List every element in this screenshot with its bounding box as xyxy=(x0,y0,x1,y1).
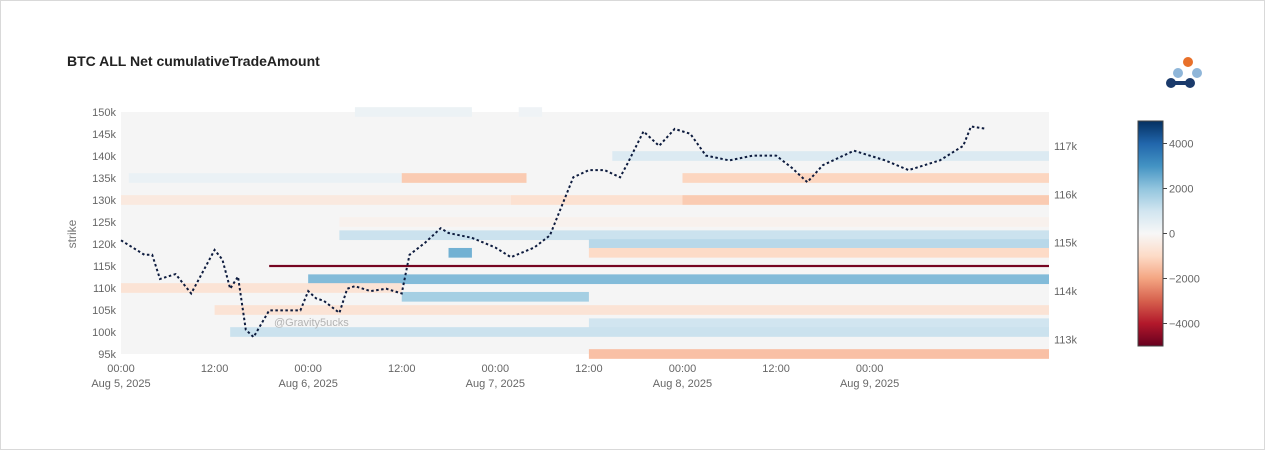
y-tick-label: 105k xyxy=(92,305,116,317)
x-tick-label: 00:00 xyxy=(107,363,135,375)
y2-tick-label: 117k xyxy=(1054,141,1078,153)
x-tick-label: 12:00 xyxy=(575,363,603,375)
heatmap-cell xyxy=(588,247,1049,258)
heatmap-cell xyxy=(588,349,1049,359)
heatmap-cell xyxy=(214,305,1049,315)
x-tick-date: Aug 7, 2025 xyxy=(466,378,525,390)
y-tick-label: 100k xyxy=(92,327,116,339)
x-tick-label: 00:00 xyxy=(482,363,510,375)
heatmap-cell xyxy=(128,173,402,183)
x-tick-date: Aug 6, 2025 xyxy=(278,378,337,390)
x-tick-label: 12:00 xyxy=(201,363,229,375)
y-tick-label: 135k xyxy=(92,173,116,185)
heatmap-cell xyxy=(121,195,511,205)
colorbar: 4000 2000 0 −2000 −4000 xyxy=(1137,120,1200,347)
heatmap-cell xyxy=(401,173,527,183)
watermark: @Gravity5ucks xyxy=(274,317,349,329)
heatmap-cell xyxy=(354,107,472,117)
heatmap-cell xyxy=(682,173,1049,183)
x-tick-date: Aug 5, 2025 xyxy=(91,378,150,390)
x-tick-date: Aug 8, 2025 xyxy=(653,378,712,390)
y2-tick-label: 113k xyxy=(1054,334,1078,346)
y-tick-label: 120k xyxy=(92,239,116,251)
y2-tick-label: 116k xyxy=(1054,189,1078,201)
y-tick-label: 140k xyxy=(92,151,116,163)
x-tick-label: 12:00 xyxy=(762,363,790,375)
x-tick-date: Aug 9, 2025 xyxy=(840,378,899,390)
y-tick-label: 110k xyxy=(93,283,117,295)
heatmap-cell xyxy=(588,239,1049,249)
colorbar-tick-label: −2000 xyxy=(1169,274,1200,286)
colorbar-tick-label: 2000 xyxy=(1169,184,1193,196)
y-tick-label: 150k xyxy=(92,107,116,119)
x-tick-label: 00:00 xyxy=(856,363,884,375)
y-tick-label: 145k xyxy=(92,129,116,141)
heatmap-cell xyxy=(448,247,472,258)
heatmap-cell xyxy=(588,318,1049,329)
x-tick-label: 00:00 xyxy=(294,363,322,375)
y-tick-label: 115k xyxy=(93,261,117,273)
chart-title: BTC ALL Net cumulativeTradeAmount xyxy=(67,53,320,69)
y2-tick-label: 114k xyxy=(1054,286,1078,298)
colorbar-tick-label: 0 xyxy=(1169,229,1175,241)
heatmap-cell xyxy=(269,264,1049,268)
brand-logo-icon xyxy=(1166,57,1202,88)
heatmap-cell xyxy=(308,274,1049,285)
btc-price-line xyxy=(120,125,987,339)
heatmap-cell xyxy=(121,283,402,293)
x-tick-label: 00:00 xyxy=(669,363,697,375)
heatmap-cell xyxy=(339,217,1050,227)
heatmap-cell xyxy=(510,195,683,205)
heatmap-cell xyxy=(682,195,1049,205)
heatmap-cell xyxy=(518,107,543,117)
heatmap-cell xyxy=(401,291,589,302)
colorbar-tick-label: 4000 xyxy=(1169,139,1193,151)
y-tick-label: 130k xyxy=(92,195,116,207)
y-tick-label: 95k xyxy=(98,349,116,361)
y-axis-label: strike xyxy=(65,219,79,248)
y-tick-label: 125k xyxy=(92,217,116,229)
colorbar-tick-label: −4000 xyxy=(1169,319,1200,331)
heatmap-cell xyxy=(612,151,1049,161)
x-tick-label: 12:00 xyxy=(388,363,416,375)
heatmap-cell xyxy=(230,327,1050,337)
heatmap-cell xyxy=(339,230,1050,241)
y2-tick-label: 115k xyxy=(1054,238,1078,250)
